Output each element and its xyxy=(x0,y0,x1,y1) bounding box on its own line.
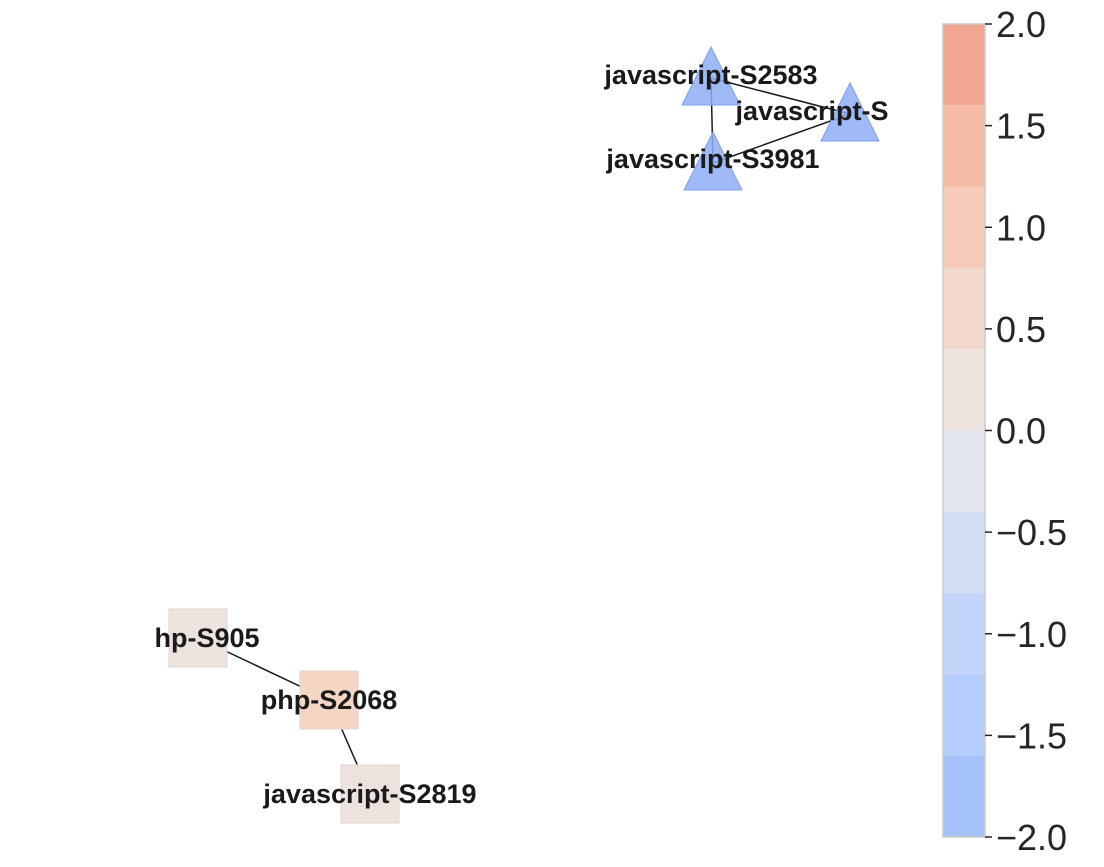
node-label-php2068: php-S2068 xyxy=(261,685,398,715)
colorbar-band-7 xyxy=(943,593,985,675)
colorbar: 2.0 1.5 1.0 0.5 0.0 −0.5 −1.0 −1.5 −2.0 xyxy=(942,4,1067,858)
nodes-layer xyxy=(168,45,880,824)
colorbar-tick-label-3: 0.5 xyxy=(996,309,1046,350)
edge-js2583-js_s xyxy=(710,77,851,115)
node-label-php905: hp-S905 xyxy=(154,623,259,653)
edge-js3981-js_s xyxy=(712,113,851,164)
colorbar-band-5 xyxy=(943,430,985,512)
colorbar-band-1 xyxy=(943,105,985,187)
colorbar-tick-label-5: −0.5 xyxy=(996,512,1067,553)
colorbar-tick-label-6: −1.0 xyxy=(996,614,1067,655)
node-php905 xyxy=(168,608,228,668)
node-label-js2583: javascript-S2583 xyxy=(603,60,817,90)
node-php2068 xyxy=(299,670,359,730)
node-js3981 xyxy=(683,130,743,191)
colorbar-tick-label-1: 1.5 xyxy=(996,106,1046,147)
node-js2819 xyxy=(340,764,400,824)
node-label-js_s: javascript-S xyxy=(734,96,888,126)
colorbar-tick-label-0: 2.0 xyxy=(996,4,1046,45)
colorbar-band-8 xyxy=(943,674,985,756)
colorbar-band-3 xyxy=(943,267,985,350)
node-js_s xyxy=(820,81,880,142)
node-label-js2819: javascript-S2819 xyxy=(262,779,476,809)
node-label-js3981: javascript-S3981 xyxy=(605,144,819,174)
colorbar-tick-label-8: −2.0 xyxy=(996,817,1067,858)
colorbar-band-0 xyxy=(943,24,985,106)
node-labels-layer: javascript-S2583 javascript-S javascript-S… xyxy=(154,60,888,809)
colorbar-band-2 xyxy=(943,186,985,268)
colorbar-band-9 xyxy=(943,755,985,837)
colorbar-tick-label-4: 0.0 xyxy=(996,411,1046,452)
colorbar-band-6 xyxy=(943,511,985,594)
colorbar-band-4 xyxy=(943,349,985,431)
colorbar-tick-label-2: 1.0 xyxy=(996,207,1046,248)
node-js2583 xyxy=(681,45,741,106)
colorbar-tick-label-7: −1.5 xyxy=(996,715,1067,756)
